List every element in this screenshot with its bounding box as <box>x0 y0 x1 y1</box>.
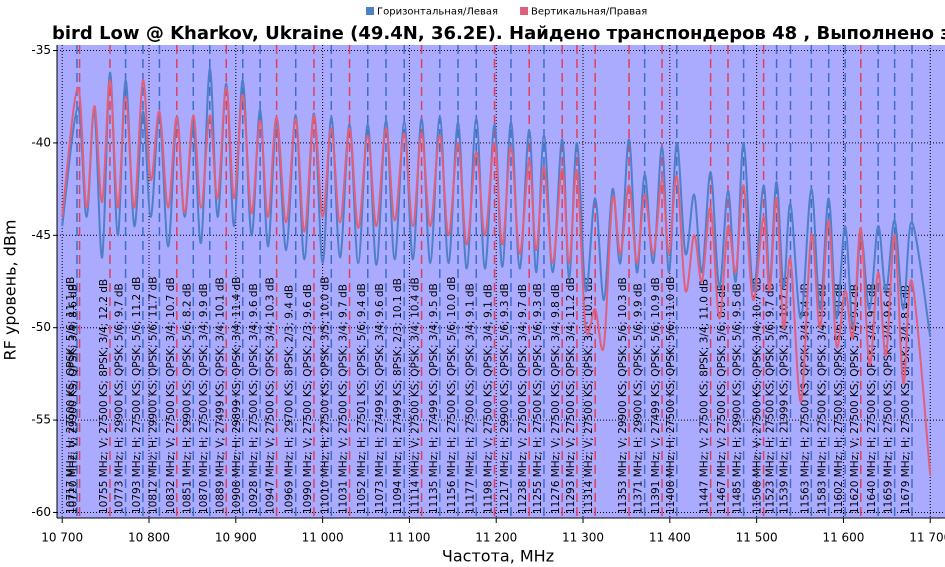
transponder-label: 11238 MHz; V; 27500 KS; QPSK; 3/4; 9.7 d… <box>517 284 529 514</box>
transponder-label: 10870 MHz; H; 27500 KS; QPSK; 3/4; 9.9 d… <box>198 283 210 514</box>
transponder-label: 11198 MHz; V; 27500 KS; QPSK; 3/4; 9.1 d… <box>482 284 494 514</box>
y-tick-label: -35 <box>31 43 51 57</box>
transponder-label: 11052 MHz; H; 27501 KS; QPSK; 5/6; 9.4 d… <box>356 283 368 514</box>
x-tick-label: 11 700 <box>909 531 945 545</box>
transponder-label: 11314 MHz; V; 27500 KS; QPSK; 3/4; 10.1 … <box>583 277 595 514</box>
transponder-label: 11073 MHz; H; 27499 KS; QPSK; 3/4; 9.6 d… <box>374 283 386 514</box>
transponder-label: 11177 MHz; H; 27500 KS; QPSK; 3/4; 9.1 d… <box>464 283 476 514</box>
transponder-label: 11583 MHz; H; 27500 KS; QPSK; 3/4; 8.8 d… <box>817 283 829 514</box>
x-axis-label: Частота, MHz <box>442 547 554 566</box>
legend-label: Горизонтальная/Левая <box>377 7 498 18</box>
transponder-label: 10755 MHz; V; 27500 KS; 8PSK; 3/4; 12.2 … <box>98 279 110 514</box>
transponder-label: 10928 MHz; H; 27500 KS; QPSK; 3/4; 9.6 d… <box>248 283 260 514</box>
x-tick-label: 11 100 <box>388 531 430 545</box>
y-tick-label: -55 <box>31 413 51 427</box>
y-tick-label: -45 <box>31 228 51 242</box>
y-axis-label: RF уровень, dBm <box>1 220 20 361</box>
transponder-label: 11620 MHz; V; 27500 KS; QPSK; 3/4; 9.2 d… <box>849 284 861 514</box>
transponder-label: 10889 MHz; V; 27499 KS; QPSK; 3/4; 10.1 … <box>214 277 226 514</box>
spectrum-line <box>61 79 932 476</box>
transponder-label: 11217 MHz; H; 29900 KS; QPSK; 5/6; 9.3 d… <box>499 283 511 514</box>
x-tick-label: 11 300 <box>562 531 604 545</box>
transponder-label: 11467 MHz; V; 27500 KS; QPSK; 5/6; 8.0 d… <box>716 284 728 514</box>
transponder-label: 11156 MHz; H; 27500 KS; QPSK; 5/6; 10.0 … <box>446 277 458 514</box>
transponder-label: 11408 MHz; H; 27500 KS; QPSK; 5/6; 11.0 … <box>665 277 677 514</box>
transponder-label: 10773 MHz; H; 29900 KS; QPSK; 5/6; 9.7 d… <box>114 283 126 514</box>
transponder-label: 10908 MHz; H; 29899 KS; QPSK; 3/4; 11.4 … <box>231 277 243 514</box>
y-tick-label: -50 <box>31 320 51 334</box>
transponder-label: 11276 MHz; V; 27500 KS; QPSK; 3/4; 9.8 d… <box>550 284 562 514</box>
x-tick-label: 10 700 <box>41 531 83 545</box>
transponder-label: 10832 MHz; V; 27500 KS; QPSK; 3/4; 10.7 … <box>165 277 177 514</box>
transponder-label: 10812 MHz; H; 29900 KS; QPSK; 5/6; 11.7 … <box>147 277 159 514</box>
transponder-label: 11485 MHz; H; 29900 KS; QPSK; 5/6; 9.5 d… <box>732 283 744 514</box>
transponder-label: 11094 MHz; H; 27499 KS; 8PSK; 2/3; 10.1 … <box>392 278 404 514</box>
transponder-label: 11293 MHz; V; 27500 KS; QPSK; 3/4; 11.2 … <box>565 277 577 514</box>
transponder-label: 11523 MHz; H; 27500 KS; QPSK; 5/6; 9.7 d… <box>765 283 777 514</box>
transponder-label: 10717 MHz; H; 27500 KS; QPSK; 5/6; 11.1 … <box>65 277 77 514</box>
transponder-label: 11508 MHz; V; 27500 KS; QPSK; 3/4; 10.7 … <box>752 277 764 514</box>
x-tick-label: 11 400 <box>649 531 691 545</box>
transponder-label: 11031 MHz; V; 27500 KS; QPSK; 3/4; 9.7 d… <box>338 284 350 514</box>
transponder-label: 10969 MHz; H; 29700 KS; 8PSK; 2/3; 9.4 d… <box>284 285 296 514</box>
transponder-label: 11679 MHz; H; 27500 KS; 8PSK; 3/4; 8.4 d… <box>900 285 912 514</box>
legend-swatch <box>366 7 374 15</box>
x-tick-label: 10 900 <box>215 531 257 545</box>
transponder-label: 11563 MHz; H; 27500 KS; QPSK; 3/4; 8.4 d… <box>799 283 811 514</box>
legend-label: Вертикальная/Правая <box>531 7 647 18</box>
chart-title: bird Low @ Kharkov, Ukraine (49.4N, 36.2… <box>52 23 945 44</box>
transponder-label: 10720 MHz; V; 29900 KS; QPSK; 3/4; 8.6 d… <box>68 284 80 514</box>
y-tick-label: -40 <box>31 135 51 149</box>
x-tick-label: 10 800 <box>128 531 170 545</box>
transponder-label: 10947 MHz; V; 27500 KS; QPSK; 3/4; 10.3 … <box>265 277 277 514</box>
transponder-label: 11010 MHz; H; 27500 KS; QPSK; 3/5; 10.0 … <box>319 277 331 514</box>
transponder-label: 10990 MHz; V; 27500 KS; QPSK; 2/3; 9.6 d… <box>302 284 314 514</box>
transponder-label: 11447 MHz; V; 27500 KS; 8PSK; 3/4; 11.0 … <box>699 279 711 514</box>
x-tick-label: 11 500 <box>736 531 778 545</box>
transponder-label: 11371 MHz; H; 29900 KS; QPSK; 5/6; 9.9 d… <box>633 283 645 514</box>
legend-swatch <box>520 7 529 15</box>
x-tick-label: 11 000 <box>302 531 344 545</box>
x-tick-label: 11 200 <box>475 531 517 545</box>
x-tick-label: 11 600 <box>822 531 864 545</box>
transponder-label: 11539 MHz; H; 21999 KS; QPSK; 3/4; 10.7 … <box>778 277 790 514</box>
transponder-label: 11353 MHz; V; 29900 KS; QPSK; 5/6; 10.3 … <box>617 277 629 514</box>
transponder-label: 11255 MHz; H; 27500 KS; QPSK; 5/6; 9.3 d… <box>532 283 544 514</box>
y-tick-label: -60 <box>31 505 51 519</box>
transponder-label: 11640 MHz; H; 27500 KS; QPSK; 3/4; 9.1 d… <box>866 283 878 514</box>
transponder-label: 10793 MHz; H; 27500 KS; QPSK; 5/6; 11.2 … <box>131 277 143 514</box>
transponder-label: 11114 MHz; V; 27500 KS; QPSK; 3/4; 10.4 … <box>410 277 422 514</box>
transponder-label: 10851 MHz; H; 29900 KS; QPSK; 5/6; 8.2 d… <box>181 283 193 514</box>
transponder-label: 11391 MHz; V; 27499 KS; QPSK; 5/6; 10.9 … <box>650 277 662 514</box>
transponder-label: 11659 MHz; H; 27500 KS; QPSK; 3/4; 9.6 d… <box>883 283 895 514</box>
transponder-label: 11135 MHz; H; 27499 KS; QPSK; 3/4; 9.5 d… <box>428 283 440 514</box>
